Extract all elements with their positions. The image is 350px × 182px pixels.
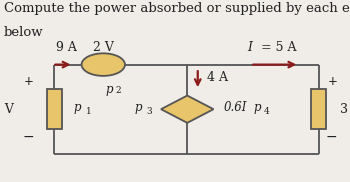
Text: 2 V: 2 V — [93, 41, 114, 54]
Text: +: + — [328, 75, 337, 88]
Text: p: p — [254, 101, 261, 114]
Polygon shape — [161, 96, 214, 123]
Text: −: − — [182, 107, 192, 120]
Bar — [311, 89, 326, 129]
Text: below: below — [4, 26, 43, 39]
Text: +: + — [91, 59, 100, 68]
Text: p: p — [105, 83, 112, 96]
Text: I: I — [247, 41, 252, 54]
Text: 1: 1 — [86, 107, 91, 116]
Text: −: − — [106, 57, 118, 70]
Text: +: + — [24, 75, 34, 88]
Bar — [47, 89, 62, 129]
Circle shape — [82, 53, 125, 76]
Text: 9 A: 9 A — [56, 41, 77, 54]
Text: 0.6I: 0.6I — [224, 101, 247, 114]
Text: Compute the power absorbed or supplied by each element of the circuit: Compute the power absorbed or supplied b… — [4, 2, 350, 15]
Text: 4: 4 — [264, 107, 270, 116]
Text: −: − — [22, 130, 34, 144]
Text: 5 V: 5 V — [0, 103, 14, 116]
Text: 3 V: 3 V — [340, 103, 350, 116]
Text: p: p — [134, 101, 142, 114]
Text: +: + — [183, 101, 192, 111]
Text: = 5 A: = 5 A — [261, 41, 296, 54]
Text: −: − — [326, 130, 338, 144]
Text: p: p — [74, 101, 81, 114]
Text: 4 A: 4 A — [206, 71, 228, 84]
Text: 2: 2 — [116, 86, 121, 95]
Text: 3: 3 — [147, 107, 152, 116]
